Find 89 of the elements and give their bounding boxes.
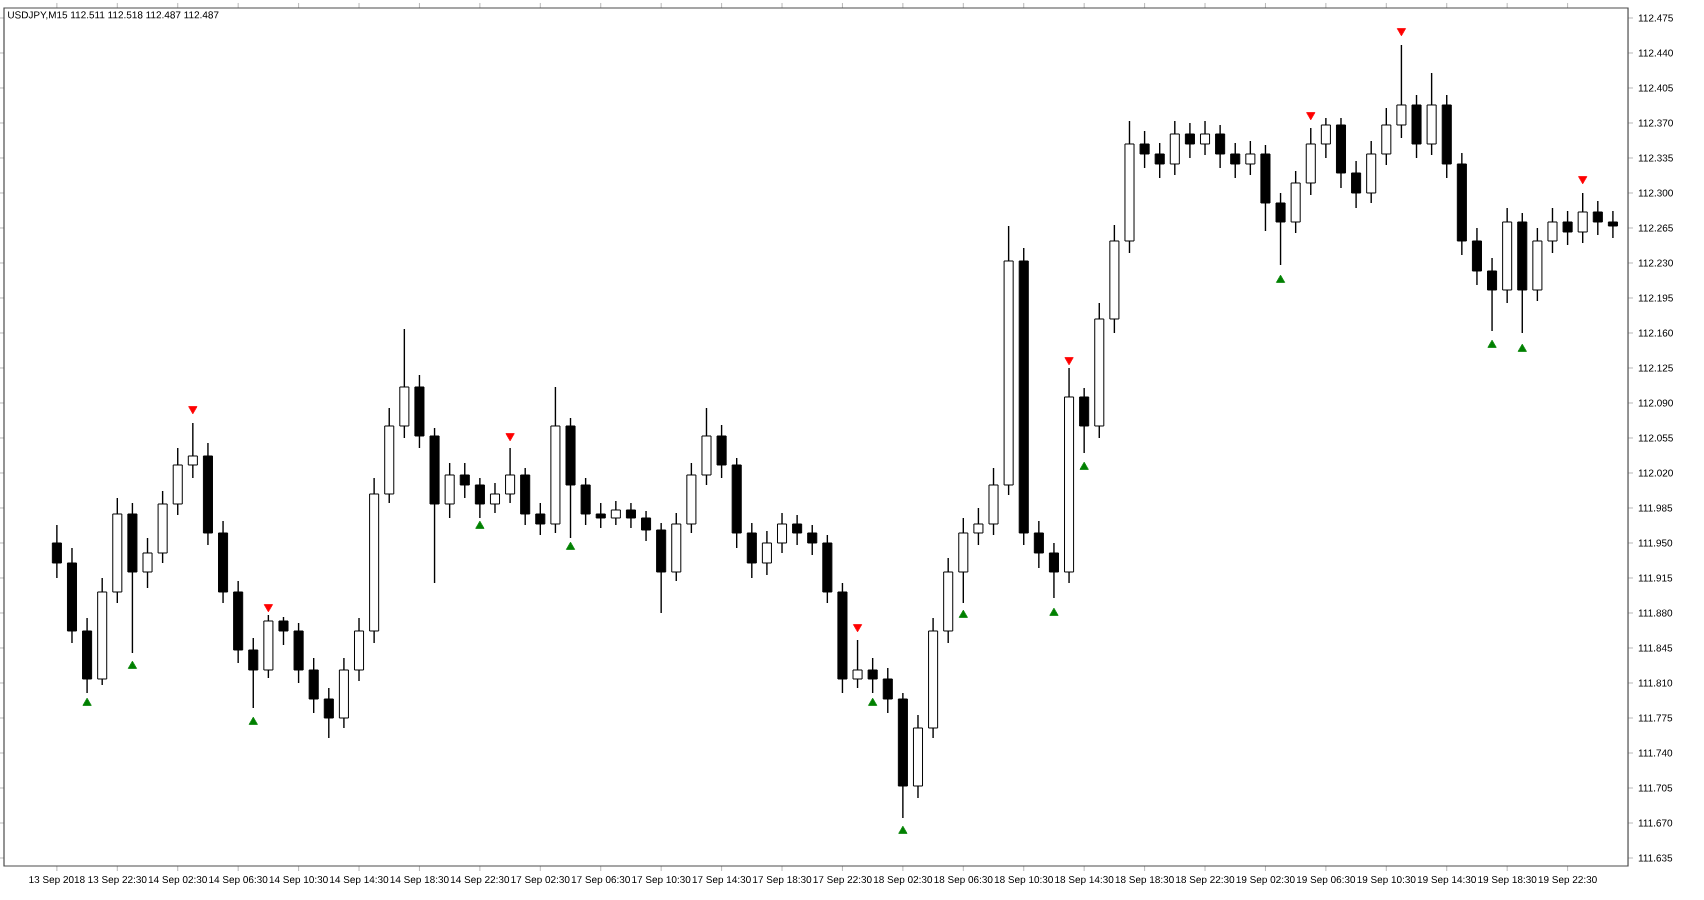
candlestick [671, 512, 682, 582]
candlestick [1381, 107, 1392, 166]
candlestick [852, 639, 863, 689]
point [248, 716, 258, 725]
candlestick [1305, 127, 1316, 196]
candlestick [1592, 200, 1603, 236]
candlestick [1079, 387, 1090, 454]
candlestick [444, 462, 455, 519]
candlestick [807, 524, 818, 556]
candlestick [580, 477, 591, 526]
candlestick [1154, 142, 1165, 179]
point [505, 433, 515, 442]
candlestick [761, 530, 772, 576]
candlestick [1184, 122, 1195, 159]
candlestick [792, 514, 803, 546]
candlestick [867, 657, 878, 694]
candlestick [958, 517, 969, 604]
candlestick [1607, 210, 1618, 239]
candlestick [1411, 94, 1422, 159]
candlestick [535, 502, 546, 536]
candlestick [1169, 120, 1180, 176]
candlestick [399, 328, 410, 439]
candlestick [701, 407, 712, 486]
candlestick [1199, 120, 1211, 156]
candlestick [142, 537, 153, 589]
candlestick [172, 447, 183, 516]
candlestick [1275, 192, 1286, 266]
point [1049, 607, 1059, 616]
candlestick [882, 667, 893, 714]
candlestick [51, 524, 62, 579]
point [188, 406, 198, 415]
candlestick [1426, 72, 1437, 156]
point [127, 660, 137, 669]
candlestick [187, 422, 198, 479]
point [958, 609, 968, 618]
candlestick [1562, 210, 1573, 246]
candlestick [1547, 207, 1558, 254]
candlestick [1048, 542, 1059, 599]
point [82, 697, 92, 706]
point [853, 624, 863, 633]
point [565, 541, 576, 550]
point [1396, 28, 1406, 37]
candlestick [1366, 140, 1377, 204]
candlestick [459, 462, 470, 499]
candlestick [1139, 130, 1150, 169]
candlestick [610, 500, 621, 526]
candlestick [1215, 124, 1226, 169]
point [263, 604, 273, 613]
candlestick [1245, 140, 1256, 176]
point [1306, 112, 1316, 121]
candlestick [641, 510, 652, 542]
point [1276, 274, 1286, 283]
candlestick [716, 424, 727, 479]
candlestick [656, 522, 667, 614]
candlestick [293, 622, 304, 684]
point [1517, 343, 1527, 352]
candlestick [1351, 160, 1362, 209]
candlestick [520, 467, 531, 526]
candlestick [1396, 44, 1407, 139]
candlestick [278, 616, 289, 646]
candlestick [973, 507, 984, 546]
candlestick [353, 617, 365, 682]
candlestick [1335, 117, 1347, 189]
candlestick [988, 467, 999, 536]
candlestick [1320, 117, 1331, 159]
candlestick [1230, 142, 1241, 179]
point [1079, 461, 1089, 470]
candlestick [1577, 192, 1588, 244]
candlestick [248, 637, 259, 709]
candlestick [746, 522, 757, 579]
candlestick [1471, 227, 1482, 286]
candlestick [1033, 520, 1044, 569]
point [475, 520, 485, 529]
point [1064, 357, 1074, 366]
candlestick [82, 617, 93, 694]
candlestick [323, 687, 334, 739]
candlestick [625, 502, 636, 529]
point [1487, 339, 1497, 348]
candlestick [505, 447, 516, 504]
point [1578, 176, 1588, 185]
point [868, 697, 878, 706]
point [898, 825, 908, 834]
candlestick [776, 512, 788, 554]
candlestick [1290, 170, 1301, 234]
candlestick [595, 502, 606, 529]
candlestick [474, 477, 485, 519]
candlestick [1487, 257, 1498, 332]
candlestick [308, 657, 319, 714]
candlestick [489, 482, 501, 514]
